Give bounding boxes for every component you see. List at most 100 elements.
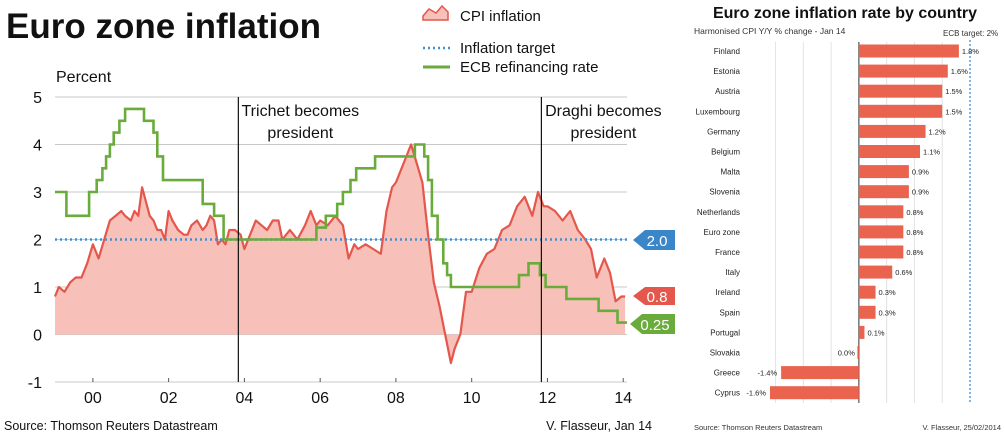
rate-end-badge: 0.25	[630, 314, 675, 334]
bar-category-label: Slovakia	[710, 349, 741, 358]
bar	[858, 64, 948, 78]
cpi-end-badge: 0.8	[633, 287, 675, 306]
y-axis-title: Percent	[56, 69, 112, 86]
legend-target-label: Inflation target	[460, 40, 556, 57]
bar-chart-title: Euro zone inflation rate by country	[713, 5, 977, 22]
x-tick-label: 14	[614, 390, 632, 407]
x-tick-label: 02	[160, 390, 178, 407]
bar	[858, 285, 876, 299]
bar-chart-credit: V. Flasseur, 25/02/2014	[922, 423, 1001, 432]
bar-category-label: Spain	[720, 308, 740, 317]
bar-category-label: Netherlands	[697, 208, 740, 217]
bar	[858, 124, 926, 138]
ecb-rate-line	[55, 107, 627, 324]
bar	[858, 145, 920, 158]
bar-category-label: Finland	[714, 47, 740, 56]
event-label: Draghi becomes	[545, 103, 662, 120]
bar	[781, 366, 859, 380]
x-tick-label: 00	[84, 390, 102, 407]
bar-category-label: Italy	[725, 268, 740, 277]
bar-category-label: Germany	[707, 127, 740, 136]
bar	[770, 386, 859, 400]
line-chart-title: Euro zone inflation	[6, 7, 321, 46]
bar-value-label: -1.4%	[758, 369, 778, 378]
bar	[858, 245, 904, 259]
bar-value-label: 1.2%	[929, 127, 946, 136]
bar	[858, 205, 904, 219]
bar	[858, 104, 943, 118]
bar	[858, 325, 865, 339]
legend-cpi-label: CPI inflation	[460, 8, 541, 25]
cpi-line	[53, 143, 626, 365]
bar-chart: Euro zone inflation rate by country Harm…	[694, 5, 1001, 432]
bar-value-label: 0.3%	[879, 308, 896, 317]
bar-category-label: France	[715, 248, 740, 257]
event-label: president	[267, 125, 333, 142]
bar-value-label: 0.9%	[912, 188, 929, 197]
y-tick-label: 3	[33, 185, 42, 202]
line-chart: Euro zone inflation Percent CPI inflatio…	[4, 4, 675, 433]
rate-end-value: 0.25	[640, 317, 669, 334]
target-end-badge: 2.0	[633, 230, 675, 250]
x-tick-label: 04	[236, 390, 254, 407]
y-tick-label: 1	[33, 280, 42, 297]
bar-value-label: 0.6%	[895, 268, 912, 277]
bar-value-label: 0.8%	[906, 248, 923, 257]
bar-category-label: Greece	[714, 369, 741, 378]
event-label: Trichet becomes	[242, 103, 360, 120]
y-tick-label: 2	[33, 233, 42, 250]
x-tick-label: 06	[311, 390, 329, 407]
bar-chart-source: Source: Thomson Reuters Datastream	[694, 423, 822, 432]
bar	[858, 44, 959, 58]
y-tick-label: -1	[28, 375, 42, 392]
bar-chart-subtitle: Harmonised CPI Y/Y % change - Jan 14	[694, 26, 846, 36]
legend-rate-label: ECB refinancing rate	[460, 59, 598, 76]
bar-value-label: 0.3%	[879, 288, 896, 297]
bar	[858, 305, 876, 319]
y-tick-labels: 5 4 3 2 1 0 -1	[28, 90, 42, 392]
bar	[858, 84, 943, 98]
ecb-target-label: ECB target: 2%	[943, 29, 998, 38]
bar-value-label: 1.5%	[945, 107, 962, 116]
bar-value-label: 0.9%	[912, 168, 929, 177]
event-label: president	[570, 125, 636, 142]
bar-category-label: Belgium	[711, 148, 740, 157]
bar-category-label: Slovenia	[709, 188, 740, 197]
bar-category-label: Austria	[715, 87, 740, 96]
y-tick-label: 4	[33, 138, 42, 155]
bar-category-label: Ireland	[716, 288, 740, 297]
bar-value-label: 1.6%	[951, 67, 968, 76]
line-chart-credit: V. Flasseur, Jan 14	[546, 419, 652, 433]
bar	[857, 346, 859, 359]
bar-value-label: 0.1%	[867, 328, 884, 337]
legend-cpi-swatch	[422, 4, 449, 21]
bar-value-label: 1.8%	[962, 47, 979, 56]
target-end-value: 2.0	[647, 233, 668, 250]
bar-category-label: Luxembourg	[696, 107, 740, 116]
bar	[858, 185, 909, 199]
bar	[858, 165, 909, 179]
y-tick-label: 0	[33, 328, 42, 345]
cpi-end-value: 0.8	[647, 289, 668, 306]
x-tick-label: 08	[387, 390, 405, 407]
bar	[858, 265, 893, 279]
x-tick-label: 12	[539, 390, 557, 407]
bar-value-label: 0.8%	[906, 208, 923, 217]
x-tick-labels: 00 02 04 06 08 10 12 14	[84, 378, 632, 407]
bar-category-label: Portugal	[710, 328, 740, 337]
legend: CPI inflation Inflation target ECB refin…	[422, 4, 598, 76]
bar-value-label: -1.6%	[746, 389, 766, 398]
cpi-area	[55, 144, 626, 363]
bars: Finland 1.8% Estonia 1.6% Austria 1.5% Luxembo…	[696, 44, 979, 400]
bar-category-label: Estonia	[713, 67, 740, 76]
bar	[858, 225, 904, 239]
line-chart-source: Source: Thomson Reuters Datastream	[4, 419, 218, 433]
bar-value-label: 0.0%	[838, 349, 855, 358]
y-tick-label: 5	[33, 90, 42, 107]
x-tick-label: 10	[463, 390, 481, 407]
bar-grid	[775, 42, 943, 403]
bar-value-label: 1.1%	[923, 148, 940, 157]
event-markers: Trichet becomes president Draghi becomes pr…	[237, 97, 662, 382]
bar-category-label: Cyprus	[715, 389, 740, 398]
